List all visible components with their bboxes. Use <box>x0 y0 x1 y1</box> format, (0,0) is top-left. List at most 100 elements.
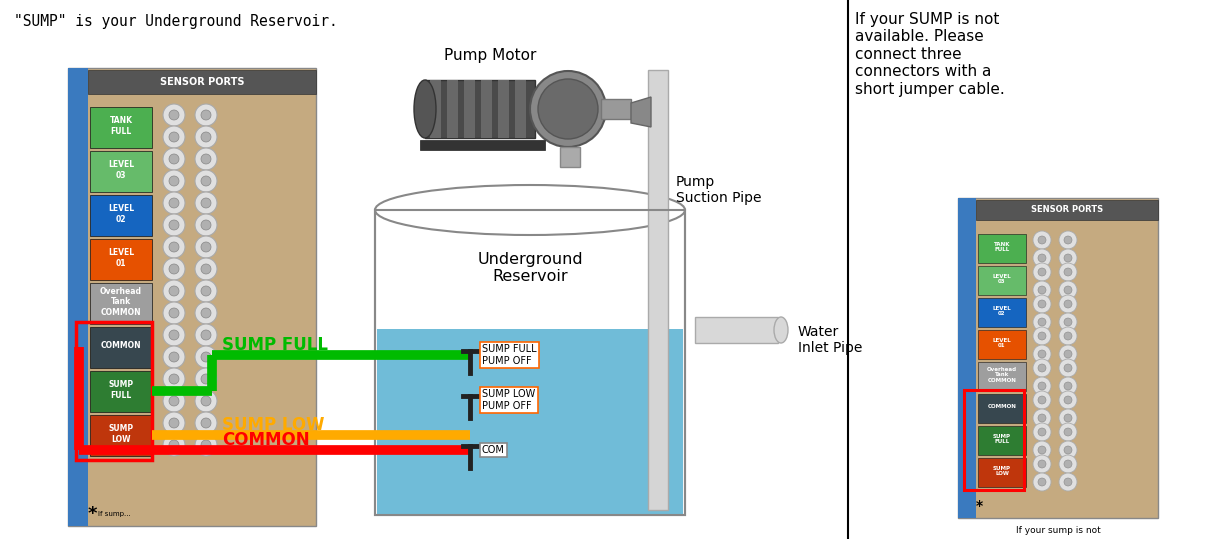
Text: If your sump is not: If your sump is not <box>1016 526 1100 535</box>
Bar <box>498 80 509 138</box>
Circle shape <box>1038 364 1047 372</box>
Circle shape <box>1033 295 1051 313</box>
Bar <box>481 80 492 138</box>
Circle shape <box>195 280 217 302</box>
Text: SUMP
FULL: SUMP FULL <box>109 381 133 400</box>
Circle shape <box>195 368 217 390</box>
Circle shape <box>1038 300 1047 308</box>
Circle shape <box>195 390 217 412</box>
Circle shape <box>169 198 179 208</box>
Circle shape <box>1038 332 1047 340</box>
Circle shape <box>1033 231 1051 249</box>
Circle shape <box>1059 441 1077 459</box>
Bar <box>420 140 545 150</box>
Circle shape <box>195 192 217 214</box>
Circle shape <box>1064 318 1072 326</box>
Circle shape <box>1064 414 1072 422</box>
Circle shape <box>169 242 179 252</box>
Circle shape <box>1059 231 1077 249</box>
Bar <box>978 298 1026 327</box>
Text: TANK
FULL: TANK FULL <box>994 241 1010 252</box>
Ellipse shape <box>375 185 685 235</box>
Text: COMMON: COMMON <box>222 431 310 449</box>
Text: SUMP
FULL: SUMP FULL <box>993 433 1011 444</box>
Circle shape <box>1064 254 1072 262</box>
Circle shape <box>1059 377 1077 395</box>
Text: Underground
Reservoir: Underground Reservoir <box>477 252 583 284</box>
Text: Water
Inlet Pipe: Water Inlet Pipe <box>798 325 863 355</box>
Circle shape <box>1038 428 1047 436</box>
Bar <box>515 80 526 138</box>
Circle shape <box>195 434 217 456</box>
Circle shape <box>201 396 211 406</box>
Circle shape <box>201 110 211 120</box>
Circle shape <box>163 324 185 346</box>
Circle shape <box>201 440 211 450</box>
Circle shape <box>201 352 211 362</box>
Text: LEVEL
01: LEVEL 01 <box>993 337 1011 348</box>
Text: *: * <box>976 499 983 513</box>
Circle shape <box>169 374 179 384</box>
Circle shape <box>1033 345 1051 363</box>
Circle shape <box>163 214 185 236</box>
Circle shape <box>169 396 179 406</box>
Text: If sump...: If sump... <box>98 511 131 517</box>
Bar <box>69 68 88 526</box>
Circle shape <box>169 418 179 428</box>
Circle shape <box>1059 249 1077 267</box>
Circle shape <box>201 176 211 186</box>
Circle shape <box>163 148 185 170</box>
Bar <box>69 68 316 526</box>
Circle shape <box>195 104 217 126</box>
Circle shape <box>201 198 211 208</box>
Bar <box>978 234 1026 263</box>
Circle shape <box>1033 263 1051 281</box>
Bar <box>91 107 152 148</box>
Circle shape <box>1033 377 1051 395</box>
Bar <box>91 415 152 456</box>
Bar <box>978 426 1026 455</box>
Circle shape <box>195 214 217 236</box>
Bar <box>375 210 685 515</box>
Polygon shape <box>632 97 651 127</box>
Bar <box>375 210 685 515</box>
Circle shape <box>1033 281 1051 299</box>
Circle shape <box>1033 391 1051 409</box>
Circle shape <box>201 242 211 252</box>
Circle shape <box>1038 460 1047 468</box>
Bar <box>91 195 152 236</box>
Circle shape <box>169 286 179 296</box>
Circle shape <box>169 352 179 362</box>
Ellipse shape <box>414 80 436 138</box>
Bar <box>88 70 316 94</box>
Bar <box>76 322 152 460</box>
Text: LEVEL
03: LEVEL 03 <box>993 274 1011 285</box>
Text: SUMP FULL
PUMP OFF: SUMP FULL PUMP OFF <box>482 344 536 366</box>
Circle shape <box>163 170 185 192</box>
Circle shape <box>1059 473 1077 491</box>
Circle shape <box>1064 350 1072 358</box>
Circle shape <box>169 176 179 186</box>
Bar <box>958 198 1158 518</box>
Circle shape <box>163 236 185 258</box>
Circle shape <box>1064 300 1072 308</box>
Circle shape <box>1038 396 1047 404</box>
Circle shape <box>1033 455 1051 473</box>
Circle shape <box>169 330 179 340</box>
Bar <box>978 330 1026 359</box>
Circle shape <box>1059 263 1077 281</box>
Text: "SUMP" is your Underground Reservoir.: "SUMP" is your Underground Reservoir. <box>13 14 338 29</box>
Bar <box>978 362 1026 391</box>
Circle shape <box>195 302 217 324</box>
Text: Pump Motor: Pump Motor <box>444 48 536 63</box>
Circle shape <box>1059 281 1077 299</box>
Circle shape <box>201 308 211 318</box>
Circle shape <box>201 220 211 230</box>
Circle shape <box>1038 382 1047 390</box>
Text: LEVEL
01: LEVEL 01 <box>108 248 135 268</box>
Circle shape <box>1033 473 1051 491</box>
Text: SUMP LOW
PUMP OFF: SUMP LOW PUMP OFF <box>482 389 535 411</box>
Circle shape <box>1038 350 1047 358</box>
Circle shape <box>169 440 179 450</box>
Circle shape <box>169 264 179 274</box>
